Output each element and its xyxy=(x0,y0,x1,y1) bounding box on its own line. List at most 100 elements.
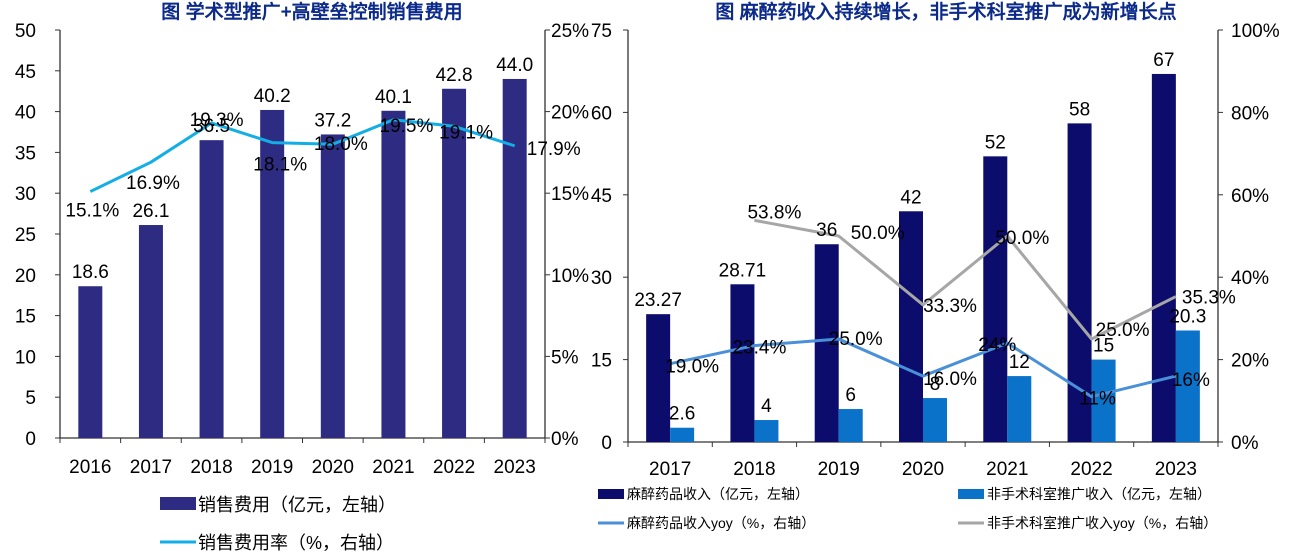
line-non-surgical-yoy xyxy=(754,218,1177,341)
legend-swatch-non-surgical-revenue xyxy=(958,489,984,499)
line-data-label: 18.0% xyxy=(314,134,368,155)
line-data-label: 53.8% xyxy=(747,202,801,223)
right-y-tick-label: 15 xyxy=(591,351,612,372)
left-y-tick-label: 0 xyxy=(25,429,36,450)
bar-data-label: 52 xyxy=(985,132,1006,153)
line-data-label: 24% xyxy=(978,335,1016,356)
line-data-label: 16.9% xyxy=(126,173,180,194)
left-bars xyxy=(78,78,527,439)
left-x-tick-label: 2023 xyxy=(494,457,536,478)
right-bars xyxy=(646,73,1200,443)
bar-sales-expense xyxy=(260,109,285,438)
bar-non-surgical-revenue xyxy=(670,427,695,442)
left-chart-title: 图 学术型推广+高壁垒控制销售费用 xyxy=(161,0,462,23)
right-y-tick-label: 75 xyxy=(591,21,612,42)
bar-data-label: 40.1 xyxy=(375,87,412,108)
right-x-tick-label: 2017 xyxy=(649,459,691,480)
left-y-tick-label: 30 xyxy=(15,184,36,205)
right-legend: 麻醉药品收入（亿元，左轴） 非手术科室推广收入（亿元，左轴） 麻醉药品收入yoy… xyxy=(598,486,1217,531)
bar-sales-expense xyxy=(320,134,345,438)
line-data-label: 16% xyxy=(1172,370,1210,391)
bar-non-surgical-revenue xyxy=(1091,359,1116,442)
left-x-tick-label: 2020 xyxy=(312,457,354,478)
left-x-tick-label: 2022 xyxy=(433,457,475,478)
line-data-label: 50.0% xyxy=(851,223,905,244)
left-y-tick-label: 20 xyxy=(15,266,36,287)
bar-anesthetic-revenue xyxy=(983,156,1008,442)
left-x-tick-label: 2018 xyxy=(190,457,232,478)
left-y-tick-label: 45 xyxy=(15,62,36,83)
bar-sales-expense xyxy=(502,78,527,439)
bar-data-label: 42.8 xyxy=(436,65,473,86)
line-data-label: 23.4% xyxy=(732,338,786,359)
bar-data-label: 40.2 xyxy=(254,86,291,107)
line-data-label: 19.0% xyxy=(665,357,719,378)
bar-sales-expense xyxy=(78,286,103,438)
left-x-tick-label: 2016 xyxy=(69,457,111,478)
bar-data-label: 8 xyxy=(930,374,941,395)
right-y2-tick-label: 40% xyxy=(1231,268,1269,289)
line-data-label: 35.3% xyxy=(1182,288,1236,309)
right-y2-tick-label: 20% xyxy=(1231,351,1269,372)
left-y2-tick-label: 0% xyxy=(551,429,579,450)
left-legend: 销售费用（亿元，左轴） 销售费用率（%，右轴） xyxy=(160,495,396,553)
bar-data-label: 67 xyxy=(1153,50,1174,71)
bar-data-label: 23.27 xyxy=(634,290,682,311)
line-data-label: 16.0% xyxy=(923,369,977,390)
left-y-tick-label: 15 xyxy=(15,307,36,328)
line-data-label: 50.0% xyxy=(995,228,1049,249)
line-data-label: 18.1% xyxy=(253,155,307,176)
left-y-tick-label: 35 xyxy=(15,143,36,164)
right-y2-tick-label: 0% xyxy=(1231,433,1259,454)
right-x-tick-label: 2018 xyxy=(733,459,775,480)
line-data-label: 19.3% xyxy=(190,110,244,131)
bar-anesthetic-revenue xyxy=(899,211,923,442)
bar-data-label: 2.6 xyxy=(669,404,695,425)
bar-data-label: 18.6 xyxy=(72,262,109,283)
bar-sales-expense xyxy=(442,88,467,438)
bar-data-label: 44.0 xyxy=(496,55,533,76)
right-x-tick-label: 2019 xyxy=(818,459,860,480)
right-y2-tick-label: 80% xyxy=(1231,103,1269,124)
bar-data-label: 20.3 xyxy=(1169,306,1206,327)
right-x-tick-label: 2023 xyxy=(1155,459,1197,480)
line-sales-expense-ratio xyxy=(89,118,516,193)
right-axis-ticks: 0 15 30 45 60 75 0% 20% 40% 60% 80% 100% 2017 2018 201… xyxy=(591,21,1280,480)
bar-data-label: 6 xyxy=(845,385,856,406)
bar-anesthetic-revenue xyxy=(730,284,755,442)
bar-sales-expense xyxy=(199,140,224,438)
line-data-label: 11% xyxy=(1079,389,1116,410)
line-data-label: 19.1% xyxy=(439,122,493,143)
bar-data-label: 26.1 xyxy=(132,201,169,222)
right-y2-tick-label: 100% xyxy=(1231,21,1280,42)
bar-data-label: 37.2 xyxy=(314,110,351,131)
line-data-label: 33.3% xyxy=(923,296,977,317)
line-data-label: 15.1% xyxy=(65,201,119,222)
right-x-tick-label: 2021 xyxy=(986,459,1028,480)
left-y2-tick-label: 20% xyxy=(551,103,589,124)
bar-data-label: 12 xyxy=(1009,352,1030,373)
left-data-labels: 18.6 26.1 36.5 40.2 37.2 40.1 42.8 44.0 15.1% 16.… xyxy=(65,55,580,283)
left-x-tick-label: 2017 xyxy=(130,457,172,478)
legend-swatch-sales-expense xyxy=(160,497,196,510)
left-y2-tick-label: 10% xyxy=(551,266,589,287)
left-y-tick-label: 40 xyxy=(15,103,36,124)
right-y-tick-label: 30 xyxy=(591,268,612,289)
bar-data-label: 36 xyxy=(816,220,837,241)
bar-data-label: 15 xyxy=(1093,336,1114,357)
line-data-label: 25.0% xyxy=(829,329,883,350)
left-y2-tick-label: 15% xyxy=(551,184,589,205)
bar-sales-expense xyxy=(138,225,163,438)
bar-data-label: 4 xyxy=(761,396,772,417)
bar-non-surgical-revenue xyxy=(923,398,947,442)
bar-sales-expense xyxy=(381,110,406,438)
bar-non-surgical-revenue xyxy=(838,409,863,442)
bar-data-label: 58 xyxy=(1069,99,1090,120)
bar-anesthetic-revenue xyxy=(646,314,671,442)
bar-anesthetic-revenue xyxy=(814,244,839,442)
right-line-series xyxy=(669,218,1177,399)
legend-label-anesthetic-revenue: 麻醉药品收入（亿元，左轴） xyxy=(627,486,809,502)
bar-data-label: 36.5 xyxy=(193,116,230,137)
left-y2-tick-label: 25% xyxy=(551,21,589,42)
